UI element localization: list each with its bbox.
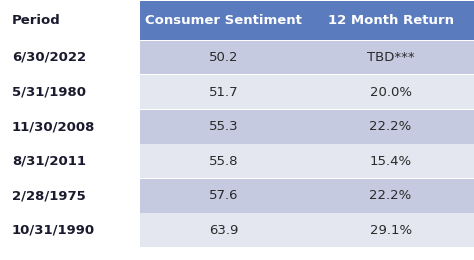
Bar [307, 1, 474, 40]
Bar [140, 110, 307, 144]
Text: 20.0%: 20.0% [370, 86, 411, 99]
Text: 55.3: 55.3 [209, 120, 238, 133]
Bar [140, 144, 307, 178]
Text: 2/28/1975: 2/28/1975 [12, 189, 86, 202]
Bar [307, 179, 474, 213]
Bar [307, 41, 474, 74]
Text: 29.1%: 29.1% [370, 224, 411, 237]
Text: 15.4%: 15.4% [370, 155, 411, 168]
Bar [140, 213, 307, 247]
Text: 22.2%: 22.2% [369, 189, 412, 202]
Text: 6/30/2022: 6/30/2022 [12, 51, 86, 64]
Bar [140, 41, 307, 74]
Bar [140, 179, 307, 213]
Text: Consumer Sentiment: Consumer Sentiment [145, 14, 302, 27]
Bar [140, 75, 307, 109]
Text: 22.2%: 22.2% [369, 120, 412, 133]
Text: 8/31/2011: 8/31/2011 [12, 155, 86, 168]
Text: TBD***: TBD*** [367, 51, 414, 64]
Bar [307, 75, 474, 109]
Text: Period: Period [12, 14, 61, 27]
Bar [307, 144, 474, 178]
Text: 63.9: 63.9 [209, 224, 238, 237]
Bar [307, 110, 474, 144]
Text: 10/31/1990: 10/31/1990 [12, 224, 95, 237]
Text: 51.7: 51.7 [209, 86, 238, 99]
Bar [307, 213, 474, 247]
Text: 50.2: 50.2 [209, 51, 238, 64]
Text: 12 Month Return: 12 Month Return [328, 14, 454, 27]
Text: 57.6: 57.6 [209, 189, 238, 202]
Text: 55.8: 55.8 [209, 155, 238, 168]
Text: 11/30/2008: 11/30/2008 [12, 120, 95, 133]
Bar [140, 1, 307, 40]
Text: 5/31/1980: 5/31/1980 [12, 86, 86, 99]
